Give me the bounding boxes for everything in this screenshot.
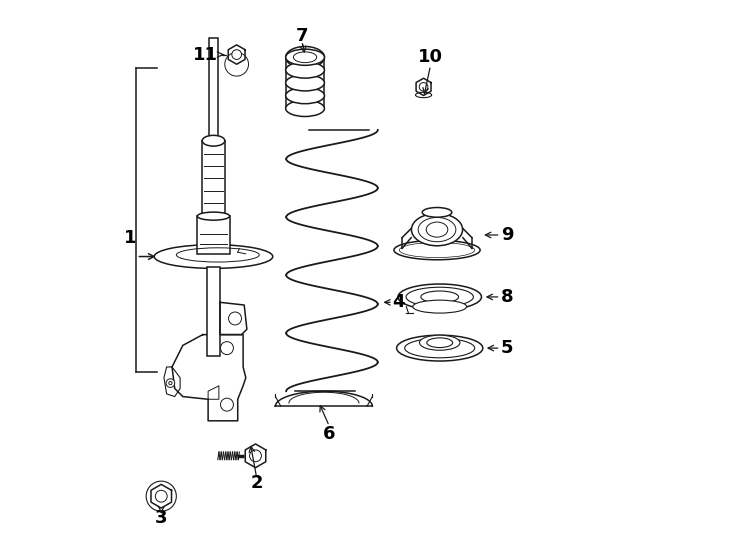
Text: 3: 3 [155,509,167,526]
Ellipse shape [418,218,456,242]
FancyBboxPatch shape [207,267,220,356]
Circle shape [156,490,167,502]
Text: 11: 11 [193,45,218,64]
Ellipse shape [286,46,324,68]
Text: 10: 10 [418,48,443,66]
Ellipse shape [420,335,460,350]
Ellipse shape [426,338,453,348]
Ellipse shape [394,240,480,260]
Text: 4: 4 [392,293,404,312]
Text: 2: 2 [250,474,263,492]
Circle shape [228,312,241,325]
Ellipse shape [286,49,324,65]
Polygon shape [151,484,172,508]
Circle shape [232,50,241,59]
Ellipse shape [422,207,452,217]
Ellipse shape [286,100,324,117]
Ellipse shape [412,213,462,246]
Circle shape [169,381,172,384]
Circle shape [250,450,261,462]
Ellipse shape [404,339,475,358]
Text: 6: 6 [323,426,335,443]
Ellipse shape [154,245,273,268]
Text: 1: 1 [124,228,137,247]
Ellipse shape [396,335,483,361]
Text: 5: 5 [501,339,513,357]
Ellipse shape [421,291,459,303]
Ellipse shape [406,287,473,307]
Text: 8: 8 [501,288,513,306]
Circle shape [419,83,428,91]
FancyBboxPatch shape [202,141,225,216]
Text: 7: 7 [296,26,308,45]
FancyBboxPatch shape [197,216,230,254]
Ellipse shape [294,52,316,63]
Text: 9: 9 [501,226,513,244]
Polygon shape [245,444,266,468]
Ellipse shape [197,212,230,220]
Ellipse shape [398,284,482,310]
Ellipse shape [286,62,324,78]
Ellipse shape [202,136,225,146]
Circle shape [220,342,233,355]
Circle shape [225,52,249,76]
FancyBboxPatch shape [209,38,218,141]
Ellipse shape [286,75,324,91]
Circle shape [220,398,233,411]
Ellipse shape [286,87,324,104]
Ellipse shape [415,92,432,98]
Polygon shape [228,45,245,64]
Ellipse shape [426,222,448,237]
Ellipse shape [413,300,467,313]
Circle shape [166,379,175,387]
Polygon shape [416,78,431,96]
